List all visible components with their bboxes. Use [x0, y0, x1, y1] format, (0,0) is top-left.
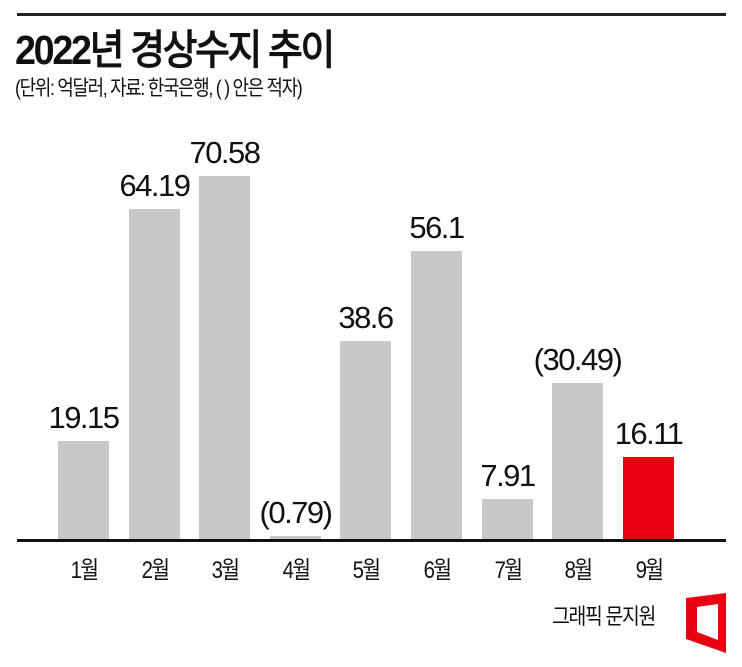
bar-7 — [482, 499, 533, 540]
month-label: 7월 — [494, 557, 522, 584]
bar-8 — [552, 383, 603, 540]
value-label: (30.49) — [533, 342, 623, 377]
value-label: 70.58 — [189, 135, 261, 170]
chart-subtitle: (단위: 억달러, 자료: 한국은행, ( ) 안은 적자) — [15, 77, 303, 100]
value-label: 38.6 — [338, 300, 394, 335]
bar-2 — [129, 209, 180, 540]
month-label: 5월 — [352, 557, 380, 584]
month-label: 9월 — [635, 557, 663, 584]
bar-3 — [199, 176, 250, 540]
value-label: 16.11 — [614, 416, 684, 451]
chart-title: 2022년 경상수지 추이 — [15, 27, 335, 73]
x-axis-baseline — [17, 539, 726, 542]
bar-1 — [58, 441, 109, 540]
bar-5 — [340, 341, 391, 540]
value-label: 7.91 — [480, 458, 536, 493]
red-frame-logo-icon — [686, 593, 726, 653]
month-label: 1월 — [70, 557, 98, 584]
value-label: 19.15 — [48, 400, 120, 435]
bar-4 — [270, 536, 321, 540]
bar-9 — [623, 457, 674, 540]
bar-6 — [411, 251, 462, 540]
top-rule — [17, 13, 726, 16]
value-label: 64.19 — [119, 168, 191, 203]
month-label: 8월 — [564, 557, 592, 584]
month-label: 6월 — [423, 557, 451, 584]
graphic-credit: 그래픽 문지원 — [552, 604, 656, 629]
value-label: 56.1 — [409, 210, 465, 245]
value-label: (0.79) — [259, 495, 333, 530]
month-label: 2월 — [141, 557, 169, 584]
month-label: 4월 — [282, 557, 310, 584]
month-label: 3월 — [211, 557, 239, 584]
